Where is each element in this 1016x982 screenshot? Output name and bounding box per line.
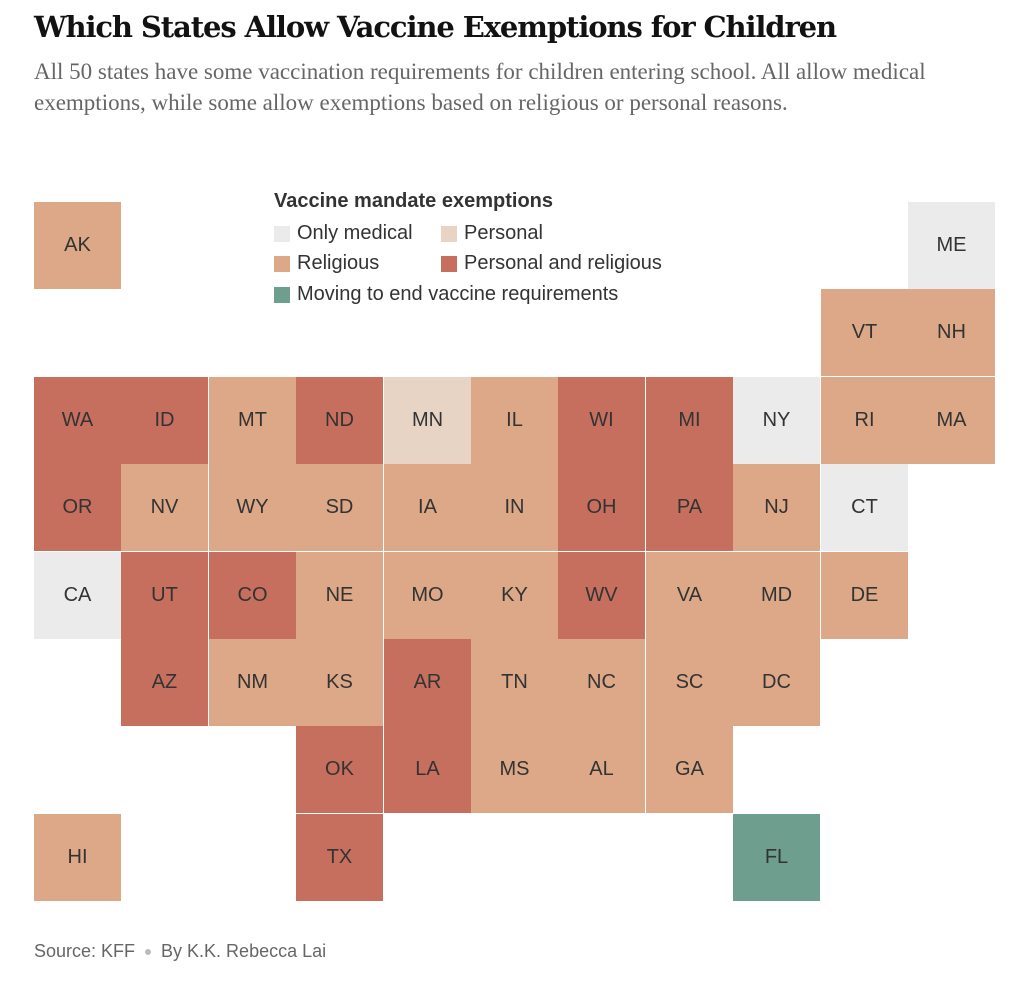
state-tile-nv: NV xyxy=(121,464,208,551)
state-tile-tn: TN xyxy=(471,639,558,726)
legend-label-religious: Religious xyxy=(297,252,380,274)
separator-dot-icon xyxy=(145,948,152,955)
state-tile-ks: KS xyxy=(296,639,383,726)
state-tile-nc: NC xyxy=(558,639,645,726)
state-tile-ia: IA xyxy=(384,464,471,551)
state-tile-wa: WA xyxy=(34,377,121,464)
state-tile-me: ME xyxy=(908,202,995,289)
state-tile-nj: NJ xyxy=(733,464,820,551)
state-tile-la: LA xyxy=(384,726,471,813)
state-tile-ca: CA xyxy=(34,552,121,639)
state-tile-ak: AK xyxy=(34,202,121,289)
state-tile-mi: MI xyxy=(646,377,733,464)
state-tile-ri: RI xyxy=(821,377,908,464)
state-tile-wi: WI xyxy=(558,377,645,464)
state-tile-ct: CT xyxy=(821,464,908,551)
legend-label-personal: Personal xyxy=(464,222,543,244)
source-text: Source: KFF xyxy=(34,941,136,961)
byline-text: By K.K. Rebecca Lai xyxy=(161,941,327,961)
state-tile-az: AZ xyxy=(121,639,208,726)
legend-swatch-only-medical xyxy=(274,225,290,242)
legend-label-moving-to-end: Moving to end vaccine requirements xyxy=(297,283,619,305)
legend-swatch-religious xyxy=(274,255,290,272)
state-tile-nd: ND xyxy=(296,377,383,464)
legend-item-moving-to-end: Moving to end vaccine requirements xyxy=(274,283,618,306)
state-tile-va: VA xyxy=(646,552,733,639)
state-tile-tx: TX xyxy=(296,814,383,901)
legend-title: Vaccine mandate exemptions xyxy=(274,190,554,212)
state-tile-ga: GA xyxy=(646,726,733,813)
state-tile-ma: MA xyxy=(908,377,995,464)
state-tile-mn: MN xyxy=(384,377,471,464)
legend-item-personal-and-religious: Personal and religious xyxy=(441,252,662,275)
state-tile-fl: FL xyxy=(733,814,820,901)
legend-label-only-medical: Only medical xyxy=(297,222,413,244)
state-tile-sc: SC xyxy=(646,639,733,726)
state-tile-vt: VT xyxy=(821,289,908,376)
state-tile-nm: NM xyxy=(209,639,296,726)
state-tile-dc: DC xyxy=(733,639,820,726)
state-tile-ar: AR xyxy=(384,639,471,726)
legend-swatch-moving-to-end xyxy=(274,286,290,303)
state-tile-ut: UT xyxy=(121,552,208,639)
legend-swatch-personal-and-religious xyxy=(441,255,457,272)
state-tile-wy: WY xyxy=(209,464,296,551)
state-tile-co: CO xyxy=(209,552,296,639)
state-tile-ne: NE xyxy=(296,552,383,639)
chart-title: Which States Allow Vaccine Exemptions fo… xyxy=(34,10,837,44)
state-tile-de: DE xyxy=(821,552,908,639)
state-tile-ky: KY xyxy=(471,552,558,639)
state-tile-or: OR xyxy=(34,464,121,551)
legend-item-only-medical: Only medical xyxy=(274,222,413,245)
state-tile-sd: SD xyxy=(296,464,383,551)
state-tile-id: ID xyxy=(121,377,208,464)
legend-swatch-personal xyxy=(441,225,457,242)
state-tile-hi: HI xyxy=(34,814,121,901)
state-tile-ms: MS xyxy=(471,726,558,813)
state-tile-ok: OK xyxy=(296,726,383,813)
tile-grid-map: AK ME VT NH WA ID MT ND MN IL WI MI NY RI MA OR NV WY SD IA… xyxy=(34,202,995,901)
state-tile-nh: NH xyxy=(908,289,995,376)
state-tile-ny: NY xyxy=(733,377,820,464)
state-tile-mt: MT xyxy=(209,377,296,464)
state-tile-mo: MO xyxy=(384,552,471,639)
state-tile-in: IN xyxy=(471,464,558,551)
state-tile-oh: OH xyxy=(558,464,645,551)
state-tile-il: IL xyxy=(471,377,558,464)
state-tile-wv: WV xyxy=(558,552,645,639)
state-tile-al: AL xyxy=(558,726,645,813)
chart-subtitle: All 50 states have some vaccination requ… xyxy=(34,59,926,115)
state-tile-pa: PA xyxy=(646,464,733,551)
legend-label-personal-and-religious: Personal and religious xyxy=(464,252,662,274)
state-tile-md: MD xyxy=(733,552,820,639)
legend-item-personal: Personal xyxy=(441,222,543,245)
source-line: Source: KFF By K.K. Rebecca Lai xyxy=(34,941,326,962)
legend-item-religious: Religious xyxy=(274,252,379,275)
